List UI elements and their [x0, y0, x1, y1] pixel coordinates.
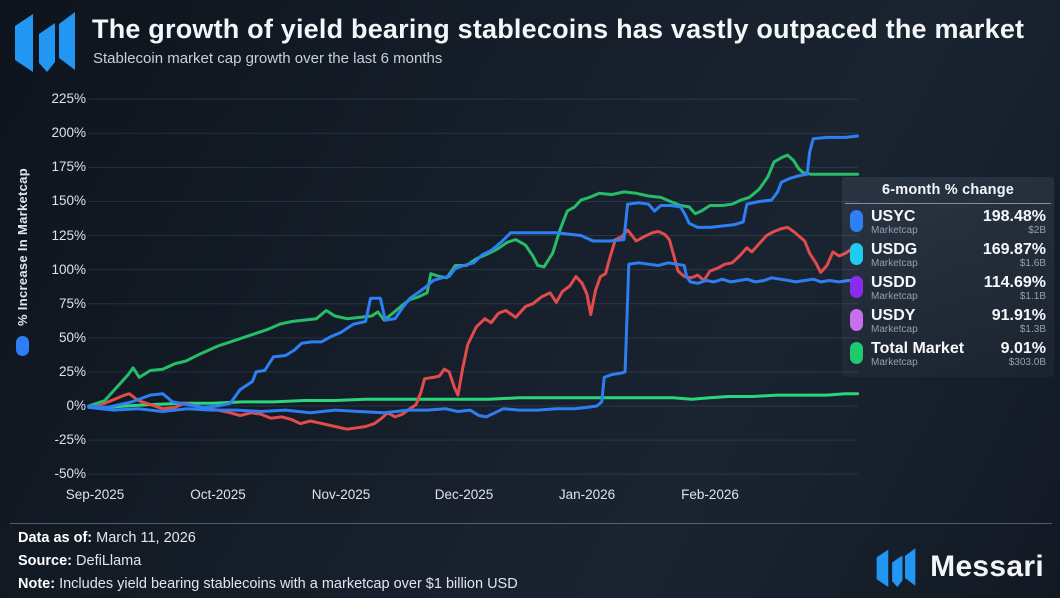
usdg-pill-icon [850, 243, 863, 265]
y-tick-label: 75% [58, 295, 86, 311]
legend-header: 6-month % change [881, 182, 1015, 198]
y-tick-label: 0% [66, 398, 86, 413]
legend-sublabel: Marketcap [871, 258, 918, 269]
usdy-pill-icon [850, 309, 863, 331]
footer-note-label: Note: [18, 576, 56, 592]
total-market-pill-icon [850, 342, 863, 364]
legend-value: $2B [1028, 225, 1046, 236]
footer-data-as-of: Data as of: March 11, 2026 [18, 530, 196, 546]
legend-sublabel: Marketcap [871, 291, 918, 302]
legend-value: $303.0B [1008, 357, 1046, 368]
legend-percent: 9.01% [1000, 340, 1046, 357]
legend-name: USDG [871, 241, 918, 258]
usyc-pill-icon [850, 210, 863, 232]
footer-data-as-of-label: Data as of: [18, 530, 93, 546]
series-line-usdg [87, 153, 860, 408]
x-tick-label: Sep-2025 [65, 487, 125, 502]
legend-item-usyc: USYC Marketcap 198.48% $2B [842, 208, 1054, 241]
y-tick-label: 200% [51, 125, 86, 141]
legend-panel: 6-month % change USYC Marketcap 198.48% … [842, 177, 1054, 377]
x-tick-label: Oct-2025 [190, 487, 246, 502]
series-line-total-market [87, 392, 860, 409]
y-tick-label: -50% [54, 466, 86, 482]
brand-wordmark: Messari [930, 550, 1044, 583]
legend-sublabel: Marketcap [871, 225, 918, 236]
x-tick-label: Jan-2026 [558, 487, 616, 502]
series-line-usdd [87, 225, 860, 431]
y-tick-label: 50% [58, 329, 86, 345]
legend-percent: 91.91% [991, 307, 1046, 324]
legend-item-usdd: USDD Marketcap 114.69% $1.1B [842, 274, 1054, 307]
legend-sublabel: Marketcap [871, 357, 918, 368]
legend-name: Total Market [871, 340, 965, 357]
legend-name: USYC [871, 208, 916, 225]
y-tick-label: 25% [58, 363, 86, 379]
series-line-usdy [87, 261, 860, 419]
legend-name: USDD [871, 274, 917, 291]
series-line-usyc [87, 134, 860, 409]
legend-percent: 169.87% [982, 241, 1046, 258]
footer-data-as-of-value: March 11, 2026 [92, 530, 196, 546]
legend-divider [845, 203, 1051, 204]
footer-note-value: Includes yield bearing stablecoins with … [55, 576, 518, 592]
page-title: The growth of yield bearing stablecoins … [92, 14, 1025, 44]
messari-logo-icon [15, 12, 75, 72]
y-tick-label: -25% [54, 432, 86, 448]
y-tick-label: 225% [51, 91, 86, 107]
x-tick-label: Feb-2026 [681, 487, 739, 502]
footer-divider [10, 523, 1052, 524]
y-tick-label: 100% [51, 261, 86, 277]
y-tick-label: 150% [51, 193, 86, 209]
legend-value: $1.1B [1019, 291, 1046, 302]
legend-percent: 198.48% [982, 208, 1046, 225]
legend-name: USDY [871, 307, 916, 324]
x-tick-label: Nov-2025 [311, 487, 371, 502]
legend-item-total-market: Total Market Marketcap 9.01% $303.0B [842, 340, 1054, 373]
usdd-pill-icon [850, 276, 863, 298]
footer-source-label: Source: [18, 553, 72, 569]
legend-percent: 114.69% [983, 274, 1046, 291]
legend-value: $1.3B [1019, 324, 1046, 335]
footer-source: Source: DefiLlama [18, 553, 141, 569]
y-tick-label: 125% [51, 227, 86, 243]
footer-source-value: DefiLlama [72, 553, 142, 569]
legend-sublabel: Marketcap [871, 324, 918, 335]
footer-note: Note: Includes yield bearing stablecoins… [18, 576, 518, 592]
messari-brand-icon [876, 548, 916, 587]
legend-value: $1.6B [1019, 258, 1046, 269]
legend-item-usdy: USDY Marketcap 91.91% $1.3B [842, 307, 1054, 340]
x-tick-label: Dec-2025 [434, 487, 494, 502]
y-tick-label: 175% [51, 159, 86, 175]
brand-lockup: Messari [875, 547, 1044, 587]
legend-item-usdg: USDG Marketcap 169.87% $1.6B [842, 241, 1054, 274]
page-subtitle: Stablecoin market cap growth over the la… [93, 50, 443, 67]
